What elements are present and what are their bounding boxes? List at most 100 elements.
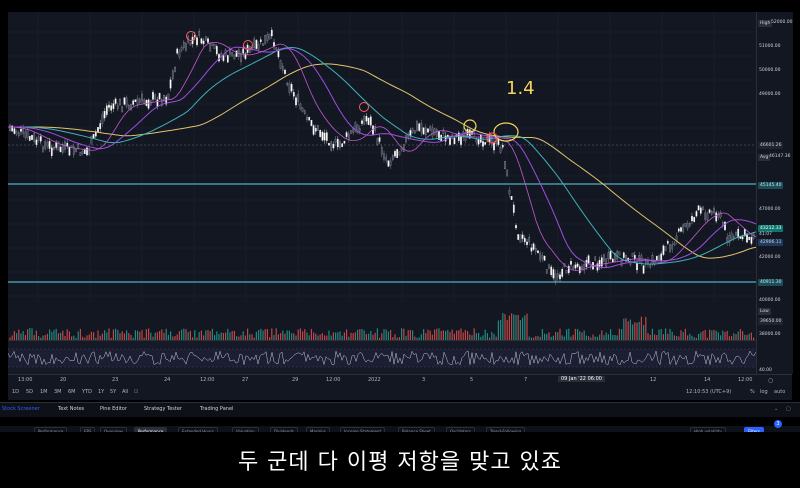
candle-body xyxy=(231,51,234,57)
volume-bar xyxy=(240,335,242,340)
maximize-icon[interactable]: ▢ xyxy=(786,406,791,412)
utc-clock[interactable]: 12:10:53 (UTC+9) xyxy=(686,389,732,395)
candle-body xyxy=(178,50,181,58)
candle-body xyxy=(475,139,478,143)
tab-trading-panel[interactable]: Trading Panel xyxy=(200,406,234,412)
candle-body xyxy=(504,161,506,170)
candle-body xyxy=(319,130,322,137)
volume-bar xyxy=(363,330,365,340)
candle-body xyxy=(121,106,124,113)
candlestick-chart-svg: 1.4 xyxy=(8,5,757,302)
candle-body xyxy=(37,136,40,141)
volume-bar xyxy=(594,336,596,340)
volume-bar xyxy=(253,337,255,340)
volume-bar xyxy=(115,328,117,340)
rsi-pane[interactable] xyxy=(7,340,757,375)
volume-bar xyxy=(77,331,79,340)
volume-bar xyxy=(24,335,26,340)
volume-bar xyxy=(44,335,46,340)
candle-body xyxy=(20,128,22,132)
volume-bar xyxy=(458,330,460,340)
candle-body xyxy=(528,237,531,243)
volume-bar xyxy=(623,318,625,340)
candle-body xyxy=(312,125,315,135)
volume-bar xyxy=(649,334,651,340)
price-scale[interactable]: High 52000.00 51000.00 50000.00 49000.00… xyxy=(756,12,793,374)
volume-bar xyxy=(590,337,592,340)
candle-body xyxy=(512,204,515,213)
range-5y[interactable]: 5Y xyxy=(110,389,117,395)
volume-bar xyxy=(335,332,337,340)
range-5d[interactable]: 5D xyxy=(26,389,34,395)
time-tick: 20 xyxy=(60,377,67,383)
range-6m[interactable]: 6M xyxy=(68,389,76,395)
low-label: Low xyxy=(758,308,771,315)
volume-bar xyxy=(548,332,550,340)
tab-pine-editor[interactable]: Pine Editor xyxy=(100,406,127,412)
volume-bar xyxy=(742,331,744,340)
volume-bar xyxy=(315,333,317,340)
candle-body xyxy=(48,141,51,149)
range-3m[interactable]: 3M xyxy=(54,389,62,395)
candle-body xyxy=(57,141,60,151)
candle-body xyxy=(66,142,69,147)
chart-grid xyxy=(8,12,756,302)
volume-bar xyxy=(566,329,568,340)
volume-bar xyxy=(22,331,24,340)
time-tick: 29 xyxy=(292,377,299,383)
level-price-tag: 45145.40 xyxy=(758,182,784,189)
volume-bar xyxy=(711,330,713,340)
candle-body xyxy=(686,222,689,229)
volume-bar xyxy=(35,330,37,340)
volume-bar xyxy=(205,330,207,340)
range-1y[interactable]: 1Y xyxy=(98,389,105,395)
volume-bar xyxy=(49,329,51,340)
tab-strategy-tester[interactable]: Strategy Tester xyxy=(144,406,182,412)
volume-bar xyxy=(236,336,238,340)
volume-bar xyxy=(753,337,755,340)
range-all[interactable]: All xyxy=(122,389,129,395)
candle-body xyxy=(75,149,77,152)
volume-bar xyxy=(198,332,200,340)
tab-stock-screener[interactable]: Stock Screener xyxy=(2,406,40,412)
volume-bar xyxy=(636,322,638,340)
volume-bar xyxy=(471,335,473,340)
candle-body xyxy=(552,269,555,279)
volume-bar xyxy=(126,330,128,340)
candle-body xyxy=(583,264,586,271)
candle-body xyxy=(174,67,176,72)
settings-circle-icon[interactable]: ○ xyxy=(768,377,774,384)
candle-body xyxy=(385,156,388,161)
range-1m[interactable]: 1M xyxy=(40,389,48,395)
candle-body xyxy=(152,92,154,100)
volume-bar xyxy=(572,334,574,340)
candle-body xyxy=(600,257,603,267)
candle-body xyxy=(422,127,425,135)
candle-body xyxy=(259,39,262,42)
goto-date-icon[interactable]: ⊡ xyxy=(134,389,139,395)
candle-body xyxy=(28,136,31,141)
candle-body xyxy=(341,143,344,147)
candle-body xyxy=(695,211,698,217)
time-tick: 7 xyxy=(524,377,528,383)
range-ytd[interactable]: YTD xyxy=(82,389,92,395)
candle-body xyxy=(737,228,740,238)
volume-bar xyxy=(464,329,466,340)
log-toggle[interactable]: log xyxy=(760,389,768,395)
volume-bar xyxy=(38,336,40,340)
price-chart[interactable]: 1.4 xyxy=(8,5,757,302)
percent-toggle[interactable]: % xyxy=(750,389,755,395)
range-1d[interactable]: 1D xyxy=(12,389,20,395)
auto-toggle[interactable]: auto xyxy=(774,389,786,395)
tab-text-notes[interactable]: Text Notes xyxy=(58,406,85,412)
volume-bar xyxy=(282,330,284,340)
volume-bar xyxy=(621,329,623,340)
volume-bar xyxy=(310,328,312,340)
volume-bar xyxy=(392,337,394,340)
time-scale[interactable]: 13:00 20 23 24 12:00 27 29 12:00 2022 3 … xyxy=(8,374,792,387)
volume-bar xyxy=(517,314,519,340)
collapse-icon[interactable]: ⌄ xyxy=(774,406,779,412)
volume-bar xyxy=(570,336,572,340)
volume-bar xyxy=(533,337,535,340)
candle-body xyxy=(288,83,291,93)
